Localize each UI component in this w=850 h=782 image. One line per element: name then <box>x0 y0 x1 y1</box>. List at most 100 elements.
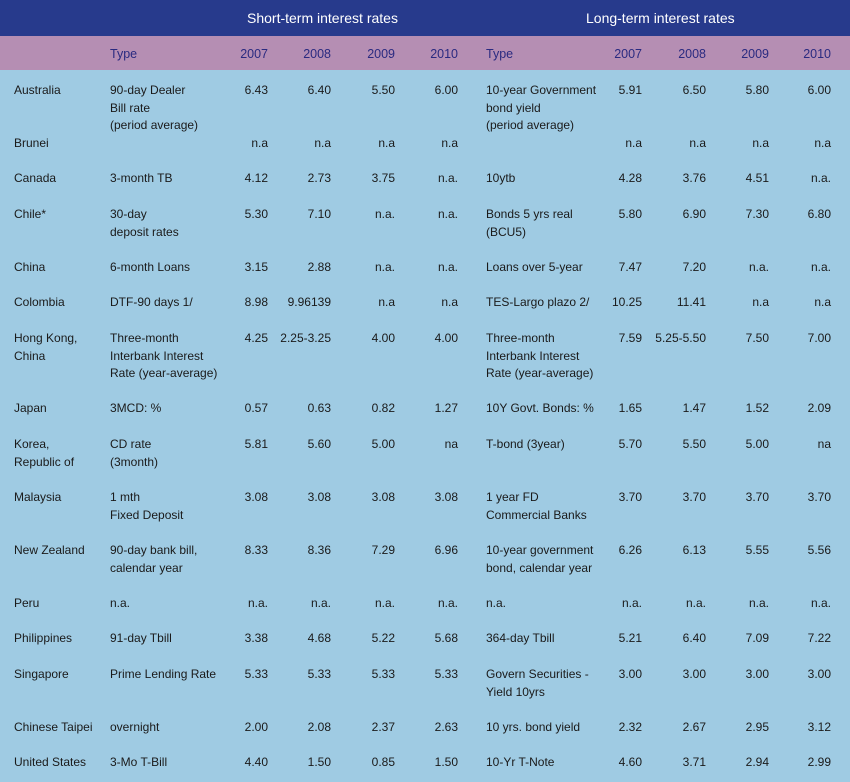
long-type-cell: 364-day Tbill <box>486 631 555 645</box>
short-2010-cell: 1.27 <box>434 401 458 415</box>
short-2008-cell: 7.10 <box>307 207 331 221</box>
short-term-title: Short-term interest rates <box>247 10 398 26</box>
short-type-cell: n.a. <box>110 596 131 610</box>
country-cell: China <box>14 260 46 274</box>
long-2010-cell: 3.12 <box>807 720 831 734</box>
short-2010-cell: 1.50 <box>434 755 458 769</box>
short-2007-cell: n.a <box>251 136 268 150</box>
long-2009-header: 2009 <box>741 47 769 61</box>
long-2007-cell: 5.80 <box>618 207 642 221</box>
short-2007-cell: 8.33 <box>244 543 268 557</box>
long-type-cell: 10ytb <box>486 171 516 185</box>
long-2010-cell: 7.22 <box>807 631 831 645</box>
short-2008-cell: 5.33 <box>307 667 331 681</box>
short-2007-cell: 4.40 <box>244 755 268 769</box>
long-2010-cell: 6.80 <box>807 207 831 221</box>
short-2007-cell: 6.43 <box>244 83 268 97</box>
long-2009-cell: 7.09 <box>745 631 769 645</box>
long-2008-cell: 3.00 <box>682 667 706 681</box>
long-2007-cell: n.a <box>625 136 642 150</box>
short-2007-cell: 8.98 <box>244 295 268 309</box>
long-2008-cell: 6.50 <box>682 83 706 97</box>
long-2007-cell: 5.21 <box>618 631 642 645</box>
country-cell: Hong Kong, China <box>14 331 78 363</box>
short-type-cell: 3-Mo T-Bill <box>110 755 168 769</box>
long-2008-cell: n.a <box>689 136 706 150</box>
short-2007-cell: 3.15 <box>244 260 268 274</box>
short-type-cell: 3-month TB <box>110 171 173 185</box>
long-2010-cell: n.a. <box>810 171 831 185</box>
short-2008-header: 2008 <box>303 47 331 61</box>
country-cell: Australia <box>14 83 61 97</box>
long-2010-cell: n.a. <box>810 260 831 274</box>
long-2009-cell: 2.95 <box>745 720 769 734</box>
long-2009-cell: 7.50 <box>745 331 769 345</box>
long-2010-cell: 3.70 <box>807 490 831 504</box>
short-2008-cell: 1.50 <box>307 755 331 769</box>
long-2008-cell: 3.71 <box>682 755 706 769</box>
long-2007-cell: 4.60 <box>618 755 642 769</box>
short-2010-header: 2010 <box>430 47 458 61</box>
long-term-title: Long-term interest rates <box>586 10 735 26</box>
long-2008-cell: 3.76 <box>682 171 706 185</box>
short-2008-cell: 5.60 <box>307 437 331 451</box>
long-2008-header: 2008 <box>678 47 706 61</box>
long-type-cell: Three-month Interbank Interest Rate (yea… <box>486 331 594 380</box>
long-2009-cell: 1.52 <box>745 401 769 415</box>
long-type-cell: 10-Yr T-Note <box>486 755 555 769</box>
long-2007-cell: 2.32 <box>618 720 642 734</box>
country-cell: Peru <box>14 596 40 610</box>
long-2009-cell: 7.30 <box>745 207 769 221</box>
country-cell: Canada <box>14 171 57 185</box>
column-header-row: Type 2007 2008 2009 2010 Type 2007 2008 … <box>0 36 850 70</box>
short-2009-cell: 7.29 <box>371 543 395 557</box>
long-2010-cell: 5.56 <box>807 543 831 557</box>
short-2009-cell: n.a. <box>374 260 395 274</box>
long-2010-header: 2010 <box>803 47 831 61</box>
short-2009-cell: n.a <box>378 136 395 150</box>
short-2008-cell: 9.96139 <box>287 295 331 309</box>
long-type-cell: 10-year Government bond yield (period av… <box>486 83 597 132</box>
long-2009-cell: n.a. <box>748 260 769 274</box>
long-2010-cell: 2.09 <box>807 401 831 415</box>
short-2007-cell: 3.08 <box>244 490 268 504</box>
country-cell: Korea, Republic of <box>14 437 75 469</box>
title-bar: Short-term interest rates Long-term inte… <box>0 0 850 36</box>
country-cell: Singapore <box>14 667 69 681</box>
short-2010-cell: 5.33 <box>434 667 458 681</box>
long-2008-cell: 6.13 <box>682 543 706 557</box>
long-2009-cell: 4.51 <box>745 171 769 185</box>
long-2009-cell: 5.00 <box>745 437 769 451</box>
long-2009-cell: n.a. <box>748 596 769 610</box>
short-2008-cell: 8.36 <box>307 543 331 557</box>
country-cell: Colombia <box>14 295 65 309</box>
short-2010-cell: na <box>444 437 458 451</box>
long-2008-cell: 6.90 <box>682 207 706 221</box>
long-2007-cell: 5.70 <box>618 437 642 451</box>
short-type-cell: 90-day Dealer Bill rate (period average) <box>110 83 199 132</box>
short-type-cell: 3MCD: % <box>110 401 162 415</box>
long-type-cell: T-bond (3year) <box>486 437 565 451</box>
long-2007-cell: 6.26 <box>618 543 642 557</box>
long-2009-cell: n.a <box>752 295 769 309</box>
long-2008-cell: 1.47 <box>682 401 706 415</box>
long-type-cell: Bonds 5 yrs real (BCU5) <box>486 207 573 239</box>
long-type-cell: TES-Largo plazo 2/ <box>486 295 590 309</box>
short-2008-cell: 2.88 <box>307 260 331 274</box>
short-2009-cell: 3.75 <box>371 171 395 185</box>
long-2009-cell: 3.00 <box>745 667 769 681</box>
short-2008-cell: 2.25-3.25 <box>280 331 331 345</box>
long-2007-cell: 7.47 <box>618 260 642 274</box>
short-2010-cell: n.a <box>441 295 458 309</box>
long-2007-cell: 1.65 <box>618 401 642 415</box>
long-2008-cell: 3.70 <box>682 490 706 504</box>
short-2010-cell: 6.00 <box>434 83 458 97</box>
long-2010-cell: 6.00 <box>807 83 831 97</box>
long-type-cell: 10Y Govt. Bonds: % <box>486 401 594 415</box>
short-type-cell: DTF-90 days 1/ <box>110 295 193 309</box>
short-2008-cell: 4.68 <box>307 631 331 645</box>
short-2008-cell: 2.08 <box>307 720 331 734</box>
long-2009-cell: n.a <box>752 136 769 150</box>
country-cell: Brunei <box>14 136 49 150</box>
short-2008-cell: n.a. <box>310 596 331 610</box>
